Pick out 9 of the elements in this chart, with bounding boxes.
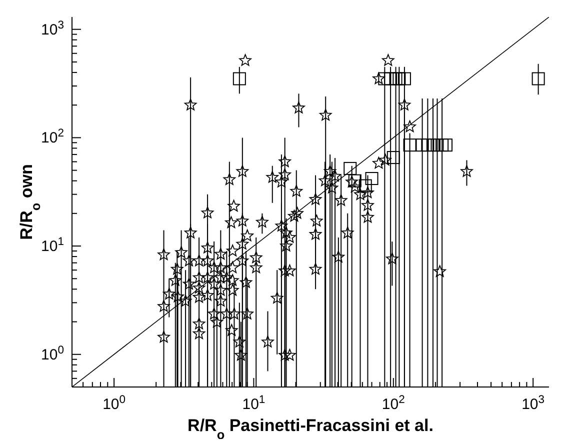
x-axis-title: R/R$_{o}$ Pasinetti-Fracassini et al.: [188, 416, 434, 442]
y-tick-label: 10$^{2}$: [41, 128, 64, 147]
y-tick-label: 10$^{0}$: [41, 344, 64, 364]
x-tick-label: 10$^{0}$: [102, 394, 126, 413]
x-tick-label: 10$^{2}$: [382, 394, 405, 413]
y-tick-label: 10$^{3}$: [41, 19, 64, 38]
x-tick-label: 10$^{3}$: [522, 394, 545, 413]
x-tick-label: 10$^{1}$: [242, 394, 266, 413]
y-tick-label: 10$^{1}$: [41, 236, 64, 256]
